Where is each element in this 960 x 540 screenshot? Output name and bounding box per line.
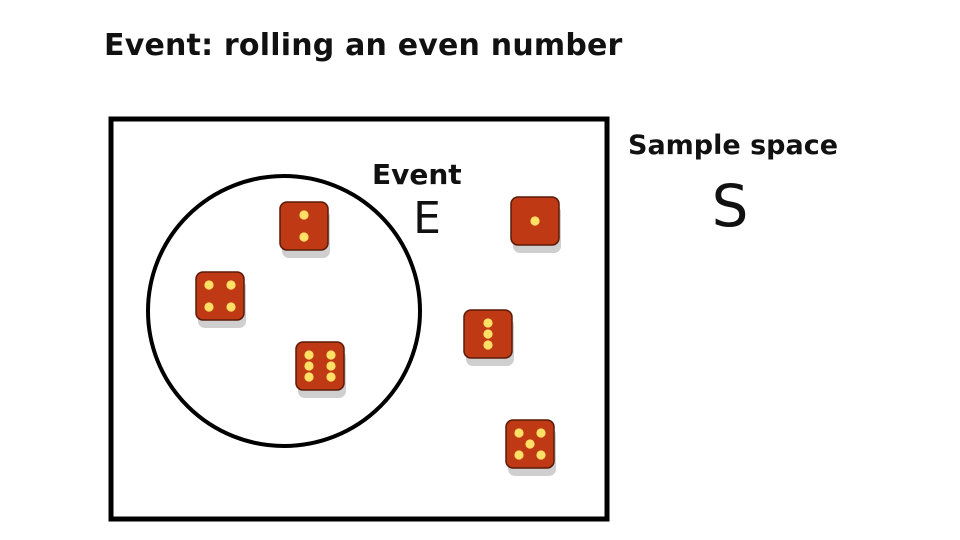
die-body [195, 271, 245, 321]
event-die-6 [295, 341, 346, 398]
die-pip [483, 318, 493, 328]
sample-space-label: Sample space [628, 130, 839, 161]
die-pip [514, 428, 524, 438]
die-pip [326, 372, 336, 382]
die-pip [326, 350, 336, 360]
die-pip [226, 280, 236, 290]
die-pip [483, 329, 493, 339]
die-pip [326, 361, 336, 371]
die-pip [204, 302, 214, 312]
die-pip [514, 450, 524, 460]
die-pip [536, 450, 546, 460]
die-pip [536, 428, 546, 438]
event-die-2 [279, 201, 330, 258]
dice-group [195, 196, 561, 476]
die-1 [510, 196, 561, 253]
die-body [295, 341, 345, 391]
die-pip [204, 280, 214, 290]
diagram-title: Event: rolling an even number [104, 28, 623, 63]
die-pip [530, 216, 540, 226]
die-pip [304, 350, 314, 360]
die-pip [299, 210, 309, 220]
die-pip [226, 302, 236, 312]
sample-space-symbol: S [711, 172, 749, 240]
die-pip [483, 340, 493, 350]
event-circle [146, 174, 422, 448]
die-pip [299, 232, 309, 242]
die-body [279, 201, 329, 251]
event-label: Event [372, 158, 462, 191]
die-pip [304, 361, 314, 371]
sample-space-rectangle [108, 116, 610, 522]
die-3 [463, 309, 514, 366]
die-pip [525, 439, 535, 449]
event-symbol: E [413, 193, 441, 244]
die-5 [505, 419, 556, 476]
event-die-4 [195, 271, 246, 328]
die-pip [304, 372, 314, 382]
